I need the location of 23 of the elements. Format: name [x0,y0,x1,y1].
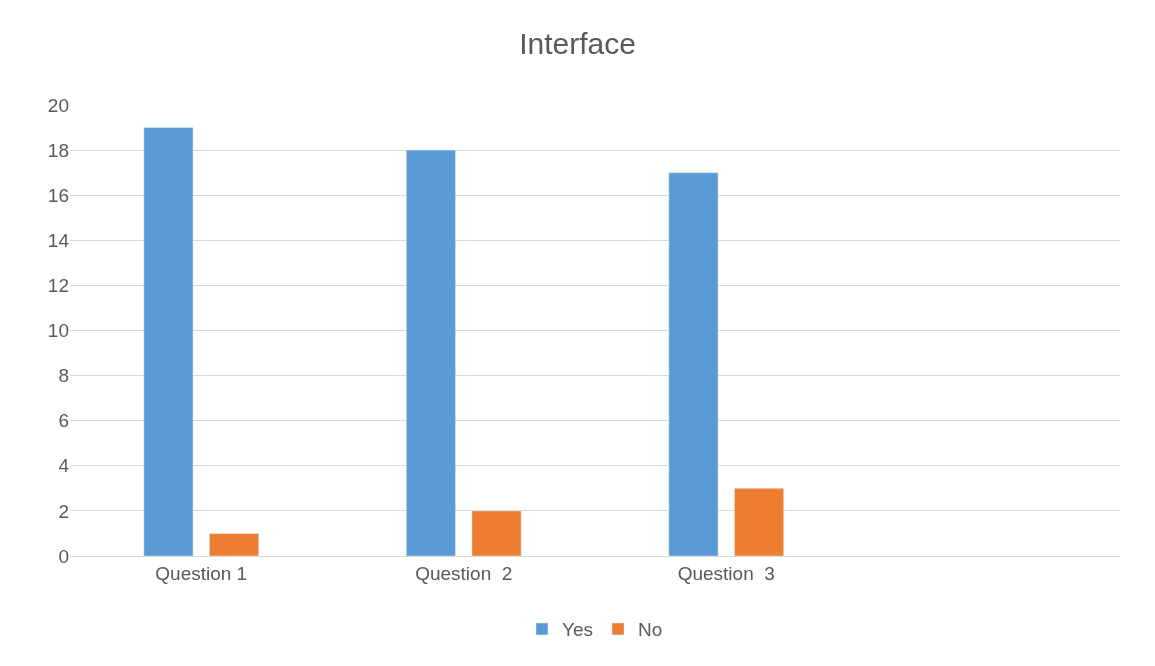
x-tick-label: Question 3 [677,562,775,584]
x-tick-label: Question 2 [415,562,513,584]
y-tick-label: 12 [47,275,69,297]
y-tick-label: 14 [47,229,70,251]
y-tick-label: 10 [47,320,69,342]
y-tick-label: 6 [58,410,69,432]
bar [209,533,259,556]
legend-label: Yes [562,619,593,641]
bar [406,149,456,556]
bar [143,127,194,556]
bar [471,510,522,556]
y-tick-label: 16 [47,184,69,206]
y-tick-label: 8 [58,365,69,387]
y-tick-label: 4 [58,455,70,477]
y-tick-label: 0 [58,545,69,567]
bar [668,172,719,556]
y-tick-label: 20 [47,94,69,116]
chart-title: Interface [519,27,636,61]
x-tick-label: Question 1 [155,562,248,584]
bar [734,488,784,556]
legend-label: No [638,619,663,641]
y-tick-label: 18 [47,139,69,161]
y-tick-label: 2 [58,500,69,522]
